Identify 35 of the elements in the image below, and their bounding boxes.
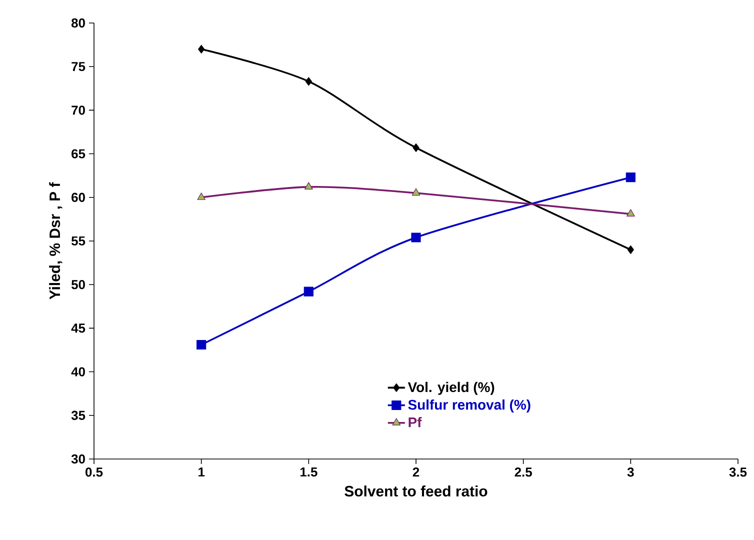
y-tick-label: 30 — [71, 454, 85, 464]
y-tick-label: 55 — [71, 236, 86, 246]
y-tick-label: 80 — [71, 18, 85, 28]
y-tick-label: 75 — [72, 62, 86, 72]
y-tick-label: 60 — [72, 192, 85, 202]
x-axis-title: Solvent to feed ratio — [344, 486, 488, 497]
y-tick-label: 35 — [71, 410, 86, 420]
legend-label: Sulfur removal (%) — [408, 399, 530, 412]
point — [196, 340, 206, 350]
x-tick-label: 2.5 — [514, 468, 532, 477]
point — [626, 172, 636, 182]
point — [412, 143, 420, 152]
point — [627, 245, 634, 254]
point — [626, 209, 635, 217]
y-tick-label: 50 — [71, 280, 85, 290]
x-tick-label: 3.5 — [729, 468, 747, 477]
x-tick-label: 2 — [412, 468, 420, 477]
y-tick-label: 40 — [71, 367, 85, 376]
legend-label: Vol. yield (%) — [408, 382, 494, 395]
x-tick-label: 3 — [627, 468, 634, 477]
x-tick-label: 1 — [198, 468, 205, 476]
x-tick-label: 1.5 — [300, 468, 318, 477]
point — [412, 188, 420, 196]
y-tick-label: 65 — [72, 149, 86, 158]
y-axis-title: Yiled, % Dsr , P f — [49, 182, 62, 300]
legend-label: Pf — [408, 417, 422, 428]
x-tick-label: 0.5 — [86, 468, 103, 477]
point — [197, 192, 206, 200]
y-tick-label: 45 — [71, 324, 86, 333]
point — [304, 286, 314, 296]
point — [411, 232, 421, 242]
point — [305, 77, 312, 86]
point — [198, 44, 205, 54]
point — [304, 182, 313, 190]
y-tick-label: 70 — [72, 106, 85, 115]
